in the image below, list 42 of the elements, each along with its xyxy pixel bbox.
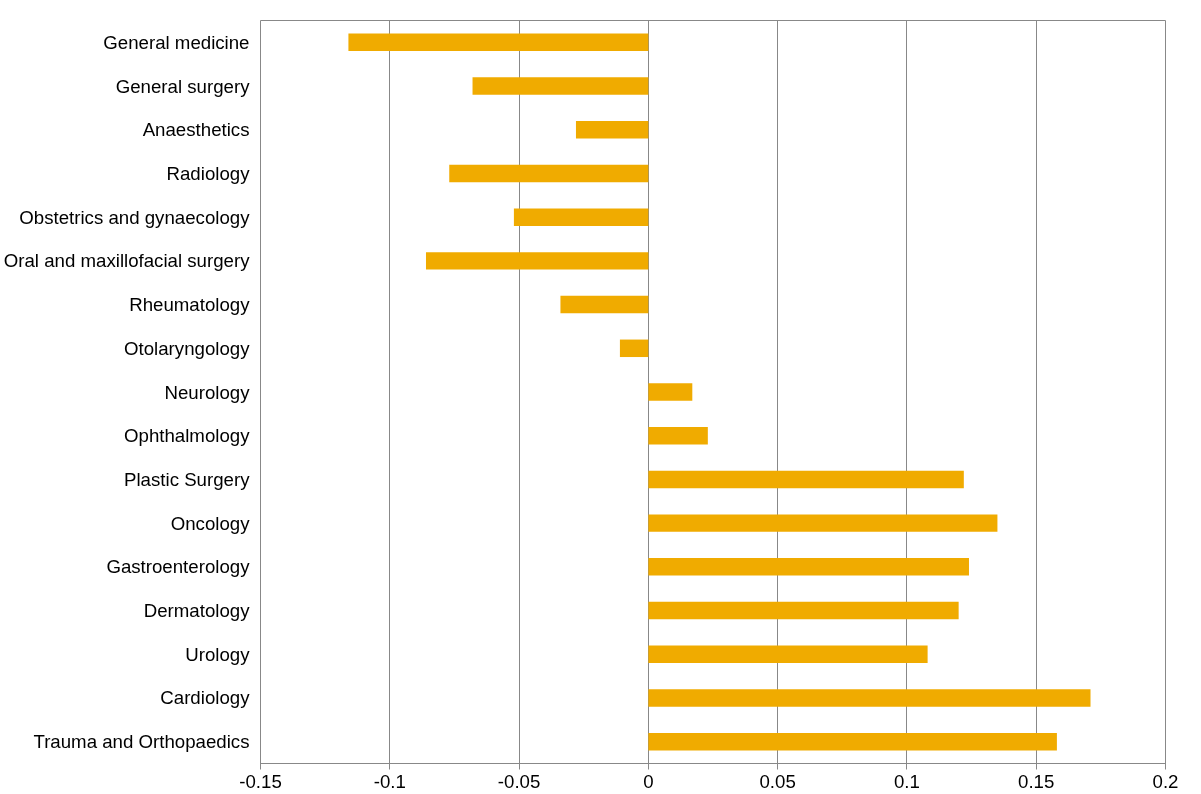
- y-tick-label: Gastroenterology: [106, 556, 251, 578]
- y-tick-label: Urology: [185, 643, 251, 665]
- y-tick-label: Radiology: [166, 162, 251, 184]
- x-tick-label: 0.05: [759, 770, 796, 792]
- bar: [472, 77, 649, 95]
- x-tick-label: 0: [643, 770, 654, 792]
- x-tick-label: 0.15: [1018, 770, 1055, 792]
- bar: [513, 208, 649, 226]
- bar: [575, 121, 649, 139]
- y-tick-label: Neurology: [164, 381, 251, 403]
- bar: [348, 33, 649, 52]
- y-tick-label: Dermatology: [143, 600, 251, 622]
- y-tick-label: Cardiology: [160, 687, 251, 709]
- bar: [619, 339, 649, 358]
- y-tick-label: General surgery: [115, 75, 251, 97]
- y-tick-label: General medicine: [103, 31, 250, 53]
- y-tick-label: Anaesthetics: [142, 119, 250, 141]
- x-tick-label: -0.05: [497, 770, 541, 792]
- x-tick-label: 0.2: [1152, 770, 1179, 792]
- y-tick-label: Obstetrics and gynaecology: [19, 206, 251, 228]
- bar: [648, 470, 964, 489]
- y-tick-label: Otolaryngology: [124, 337, 251, 359]
- x-tick-label: -0.15: [239, 770, 282, 792]
- bar: [648, 426, 708, 445]
- bar: [648, 514, 998, 532]
- y-tick-label: Oral and maxillofacial surgery: [3, 250, 251, 272]
- bar: [648, 558, 969, 576]
- bar: [648, 645, 928, 663]
- x-tick-label: 0.1: [893, 770, 920, 792]
- bar: [648, 383, 693, 401]
- bar: [425, 252, 649, 270]
- y-tick-label: Ophthalmology: [124, 425, 251, 447]
- bar: [449, 164, 649, 183]
- y-tick-label: Trauma and Orthopaedics: [33, 731, 250, 753]
- bar: [648, 689, 1091, 707]
- x-tick-label: -0.1: [373, 770, 406, 792]
- y-tick-label: Plastic Surgery: [124, 468, 251, 490]
- bar: [560, 295, 649, 314]
- bar: [648, 732, 1057, 751]
- y-tick-label: Oncology: [170, 512, 251, 534]
- y-tick-label: Rheumatology: [129, 294, 251, 316]
- bar: [648, 601, 959, 620]
